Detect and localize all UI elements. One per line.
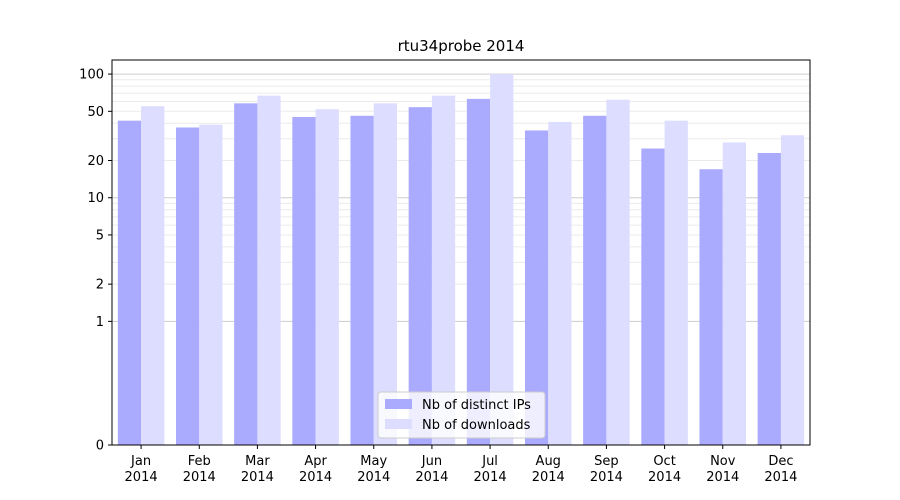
bar-mar-series-2 <box>257 95 281 445</box>
legend-swatch <box>385 419 412 429</box>
legend-box <box>377 391 546 439</box>
y-tick-label: 100 <box>79 68 104 83</box>
axes <box>111 59 811 446</box>
bar-oct-series-1 <box>641 148 665 445</box>
bars <box>117 74 805 446</box>
bar-jan-series-2 <box>141 106 165 445</box>
x-tick-label: Apr 2014 <box>299 454 332 485</box>
bar-nov-series-2 <box>722 142 747 445</box>
bar-dec-series-1 <box>757 153 781 445</box>
bar-jun-series-1 <box>408 107 432 445</box>
minor-gridlines <box>112 79 810 285</box>
y-tick-label: 1 <box>96 315 104 330</box>
x-tick-label: May 2014 <box>357 454 390 485</box>
y-tick-label: 10 <box>87 191 104 206</box>
bar-feb-series-1 <box>175 127 200 446</box>
y-tick-label: 0 <box>96 439 104 454</box>
legend-label: Nb of distinct IPs <box>422 398 531 413</box>
x-tick-label: Oct 2014 <box>648 454 681 485</box>
bar-mar-series-1 <box>234 103 258 445</box>
bar-apr-series-1 <box>292 116 316 445</box>
bar-dec-series-2 <box>780 135 805 445</box>
bar-nov-series-1 <box>699 169 723 445</box>
legend-swatch <box>385 399 412 409</box>
bar-feb-series-2 <box>199 124 223 445</box>
x-tick-label: Jun 2014 <box>415 454 448 485</box>
x-tick-label: Dec 2014 <box>764 454 797 485</box>
bar-jul-series-1 <box>466 98 491 445</box>
bar-sep-series-2 <box>606 99 630 445</box>
chart-title: rtu34probe 2014 <box>398 37 525 55</box>
y-tick-label: 2 <box>96 278 104 293</box>
x-tick-label: Jul 2014 <box>474 454 507 485</box>
bar-may-series-2 <box>373 103 398 445</box>
x-tick-label: Nov 2014 <box>706 454 739 485</box>
bar-sep-series-1 <box>583 115 607 446</box>
x-tick-label: Aug 2014 <box>532 454 565 485</box>
bar-jun-series-2 <box>431 95 456 445</box>
y-tick-label: 20 <box>87 154 104 169</box>
bar-may-series-1 <box>350 115 374 446</box>
y-tick-label: 5 <box>96 228 104 243</box>
legend: Nb of distinct IPs Nb of downloads <box>377 391 546 439</box>
bar-apr-series-2 <box>315 109 339 445</box>
y-tick-label: 50 <box>87 105 104 120</box>
x-tick-label: Jan 2014 <box>125 454 158 485</box>
x-axis-ticks: Jan 2014 Feb 2014 Mar 2014 Apr 2014 May 2014 Jun 20… <box>125 445 797 485</box>
bar-aug-series-2 <box>548 121 572 445</box>
bar-oct-series-2 <box>664 120 688 446</box>
bar-jul-series-2 <box>490 74 514 446</box>
bar-jan-series-1 <box>117 120 142 446</box>
bar-aug-series-1 <box>524 130 549 445</box>
x-tick-label: Feb 2014 <box>183 454 216 485</box>
y-axis-ticks: 0 1 2 5 10 20 50 100 <box>79 68 112 454</box>
legend-label: Nb of downloads <box>422 418 531 433</box>
plot-frame <box>111 59 811 446</box>
major-gridlines <box>112 73 810 322</box>
x-tick-label: Mar 2014 <box>241 454 274 485</box>
x-tick-label: Sep 2014 <box>590 454 623 485</box>
